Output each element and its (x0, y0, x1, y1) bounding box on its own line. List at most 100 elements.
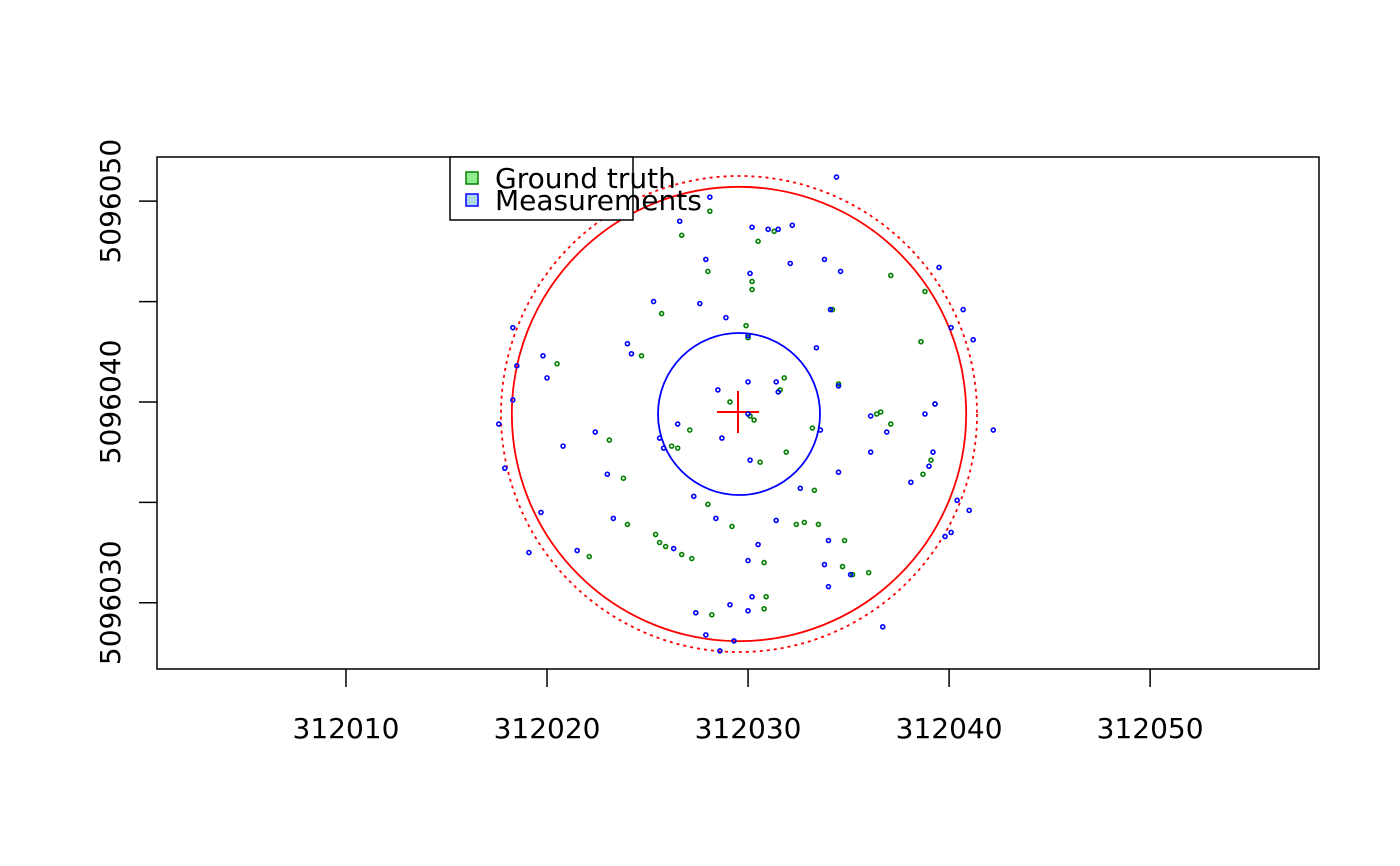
point (749, 593, 755, 600)
point (761, 605, 767, 612)
point (908, 479, 914, 486)
point (650, 298, 657, 305)
point (688, 555, 695, 562)
point (948, 529, 954, 536)
point (501, 465, 508, 472)
point (510, 397, 516, 403)
point (773, 379, 779, 385)
point (697, 300, 703, 307)
point (749, 224, 755, 231)
point (817, 427, 824, 433)
y-tick-label: 5096030 (94, 540, 127, 665)
point (781, 375, 788, 381)
point (936, 264, 942, 271)
y-tick-label: 5096050 (94, 139, 127, 264)
point (873, 411, 880, 417)
point (922, 288, 928, 295)
point (723, 314, 729, 321)
legend-box (449, 156, 634, 221)
point (932, 401, 938, 407)
point (887, 272, 894, 279)
point (674, 445, 681, 451)
point (538, 509, 544, 516)
point (604, 471, 611, 478)
point (877, 409, 884, 415)
point (990, 427, 997, 433)
point (825, 583, 832, 590)
point (707, 194, 713, 200)
point (837, 268, 844, 275)
point (678, 551, 685, 558)
point (747, 457, 753, 463)
range-circle (500, 175, 978, 653)
point (707, 208, 713, 215)
point (749, 286, 755, 293)
point (719, 435, 725, 441)
point (809, 425, 816, 431)
point (660, 445, 667, 451)
point (755, 541, 761, 548)
point (729, 523, 735, 530)
point (765, 226, 771, 233)
point (928, 457, 934, 463)
legend-label: Ground truth (495, 162, 676, 195)
point (656, 435, 663, 441)
legend-swatch (465, 171, 479, 185)
point (761, 559, 767, 566)
x-tick-label: 312050 (1097, 712, 1204, 745)
point (825, 537, 832, 544)
point (811, 487, 818, 494)
point (841, 537, 848, 544)
point (847, 571, 854, 578)
point (703, 256, 709, 263)
point (717, 648, 723, 654)
point (592, 429, 599, 435)
point (676, 218, 683, 225)
point (867, 449, 874, 455)
point (731, 638, 737, 644)
point (610, 515, 617, 522)
point (849, 571, 856, 578)
point (747, 270, 753, 277)
point (514, 363, 520, 369)
point (652, 531, 659, 538)
point (727, 601, 733, 608)
point (703, 632, 709, 638)
point (638, 352, 645, 359)
point (544, 375, 550, 381)
point (839, 563, 846, 570)
point (745, 411, 751, 417)
point (833, 174, 840, 180)
point (705, 501, 711, 508)
point (668, 443, 675, 449)
point (887, 421, 894, 427)
point (827, 306, 834, 313)
point (554, 361, 560, 367)
point (620, 475, 627, 482)
point (658, 310, 665, 317)
point (821, 561, 828, 568)
point (560, 443, 566, 449)
point (922, 411, 928, 417)
point (773, 517, 779, 524)
point (727, 399, 733, 405)
point (879, 624, 886, 630)
point (775, 389, 782, 395)
point (813, 344, 820, 351)
point (624, 340, 631, 347)
point (793, 521, 800, 528)
point (586, 553, 593, 560)
point (821, 256, 828, 263)
x-tick-label: 312040 (896, 712, 1003, 745)
point (801, 519, 808, 526)
point (670, 545, 677, 552)
legend-label: Measurements (495, 184, 702, 217)
point (970, 336, 977, 343)
x-tick-label: 312020 (494, 712, 601, 745)
point (745, 607, 751, 614)
point (815, 521, 822, 528)
point (692, 609, 699, 616)
point (797, 485, 804, 492)
point (690, 493, 697, 500)
